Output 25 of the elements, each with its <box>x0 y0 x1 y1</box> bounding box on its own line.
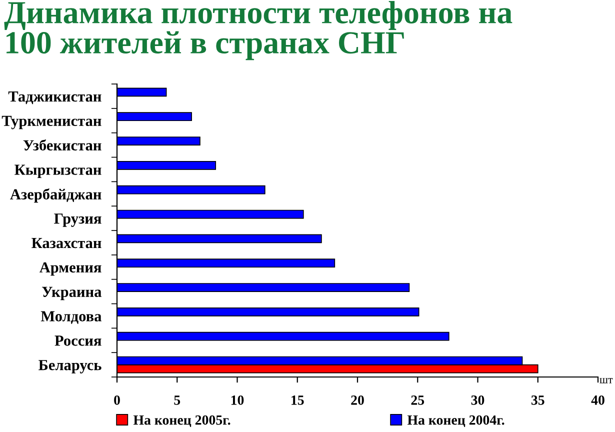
x-tick-label: 35 <box>531 395 544 405</box>
chart-title: Динамика плотности телефонов на 100 жителей в странах СНГ <box>4 1 512 60</box>
legend-label: На конец 2005г. <box>133 415 230 428</box>
y-tick-label: Армения <box>40 262 102 276</box>
y-tick-label: Туркменистан <box>2 116 102 130</box>
y-tick-label: Грузия <box>54 214 102 227</box>
x-tick-label: 30 <box>471 395 484 405</box>
x-tick-label: 40 <box>591 395 604 405</box>
y-tick-label: Азербайджан <box>10 188 102 203</box>
y-tick-label: Россия <box>54 336 102 346</box>
y-tick-label: Казахстан <box>32 238 102 248</box>
x-tick-label: 15 <box>292 396 304 405</box>
x-tick-label: 5 <box>174 396 180 405</box>
x-tick-label: 0 <box>114 395 120 405</box>
y-tick-label: Украина <box>42 286 102 300</box>
x-tick-label: 10 <box>231 395 244 405</box>
x-axis-title: шт <box>600 378 613 384</box>
y-tick-label: Узбекистан <box>23 139 102 150</box>
x-tick-label: 25 <box>411 395 424 405</box>
legend-label: На конец 2004г. <box>407 415 504 428</box>
y-tick-label: Молдова <box>40 311 102 324</box>
x-tick-label: 20 <box>351 395 364 405</box>
y-tick-label: Таджикистан <box>8 92 102 104</box>
y-tick-label: Кыргызстан <box>14 164 102 178</box>
y-tick-label: Беларусь <box>38 360 102 374</box>
